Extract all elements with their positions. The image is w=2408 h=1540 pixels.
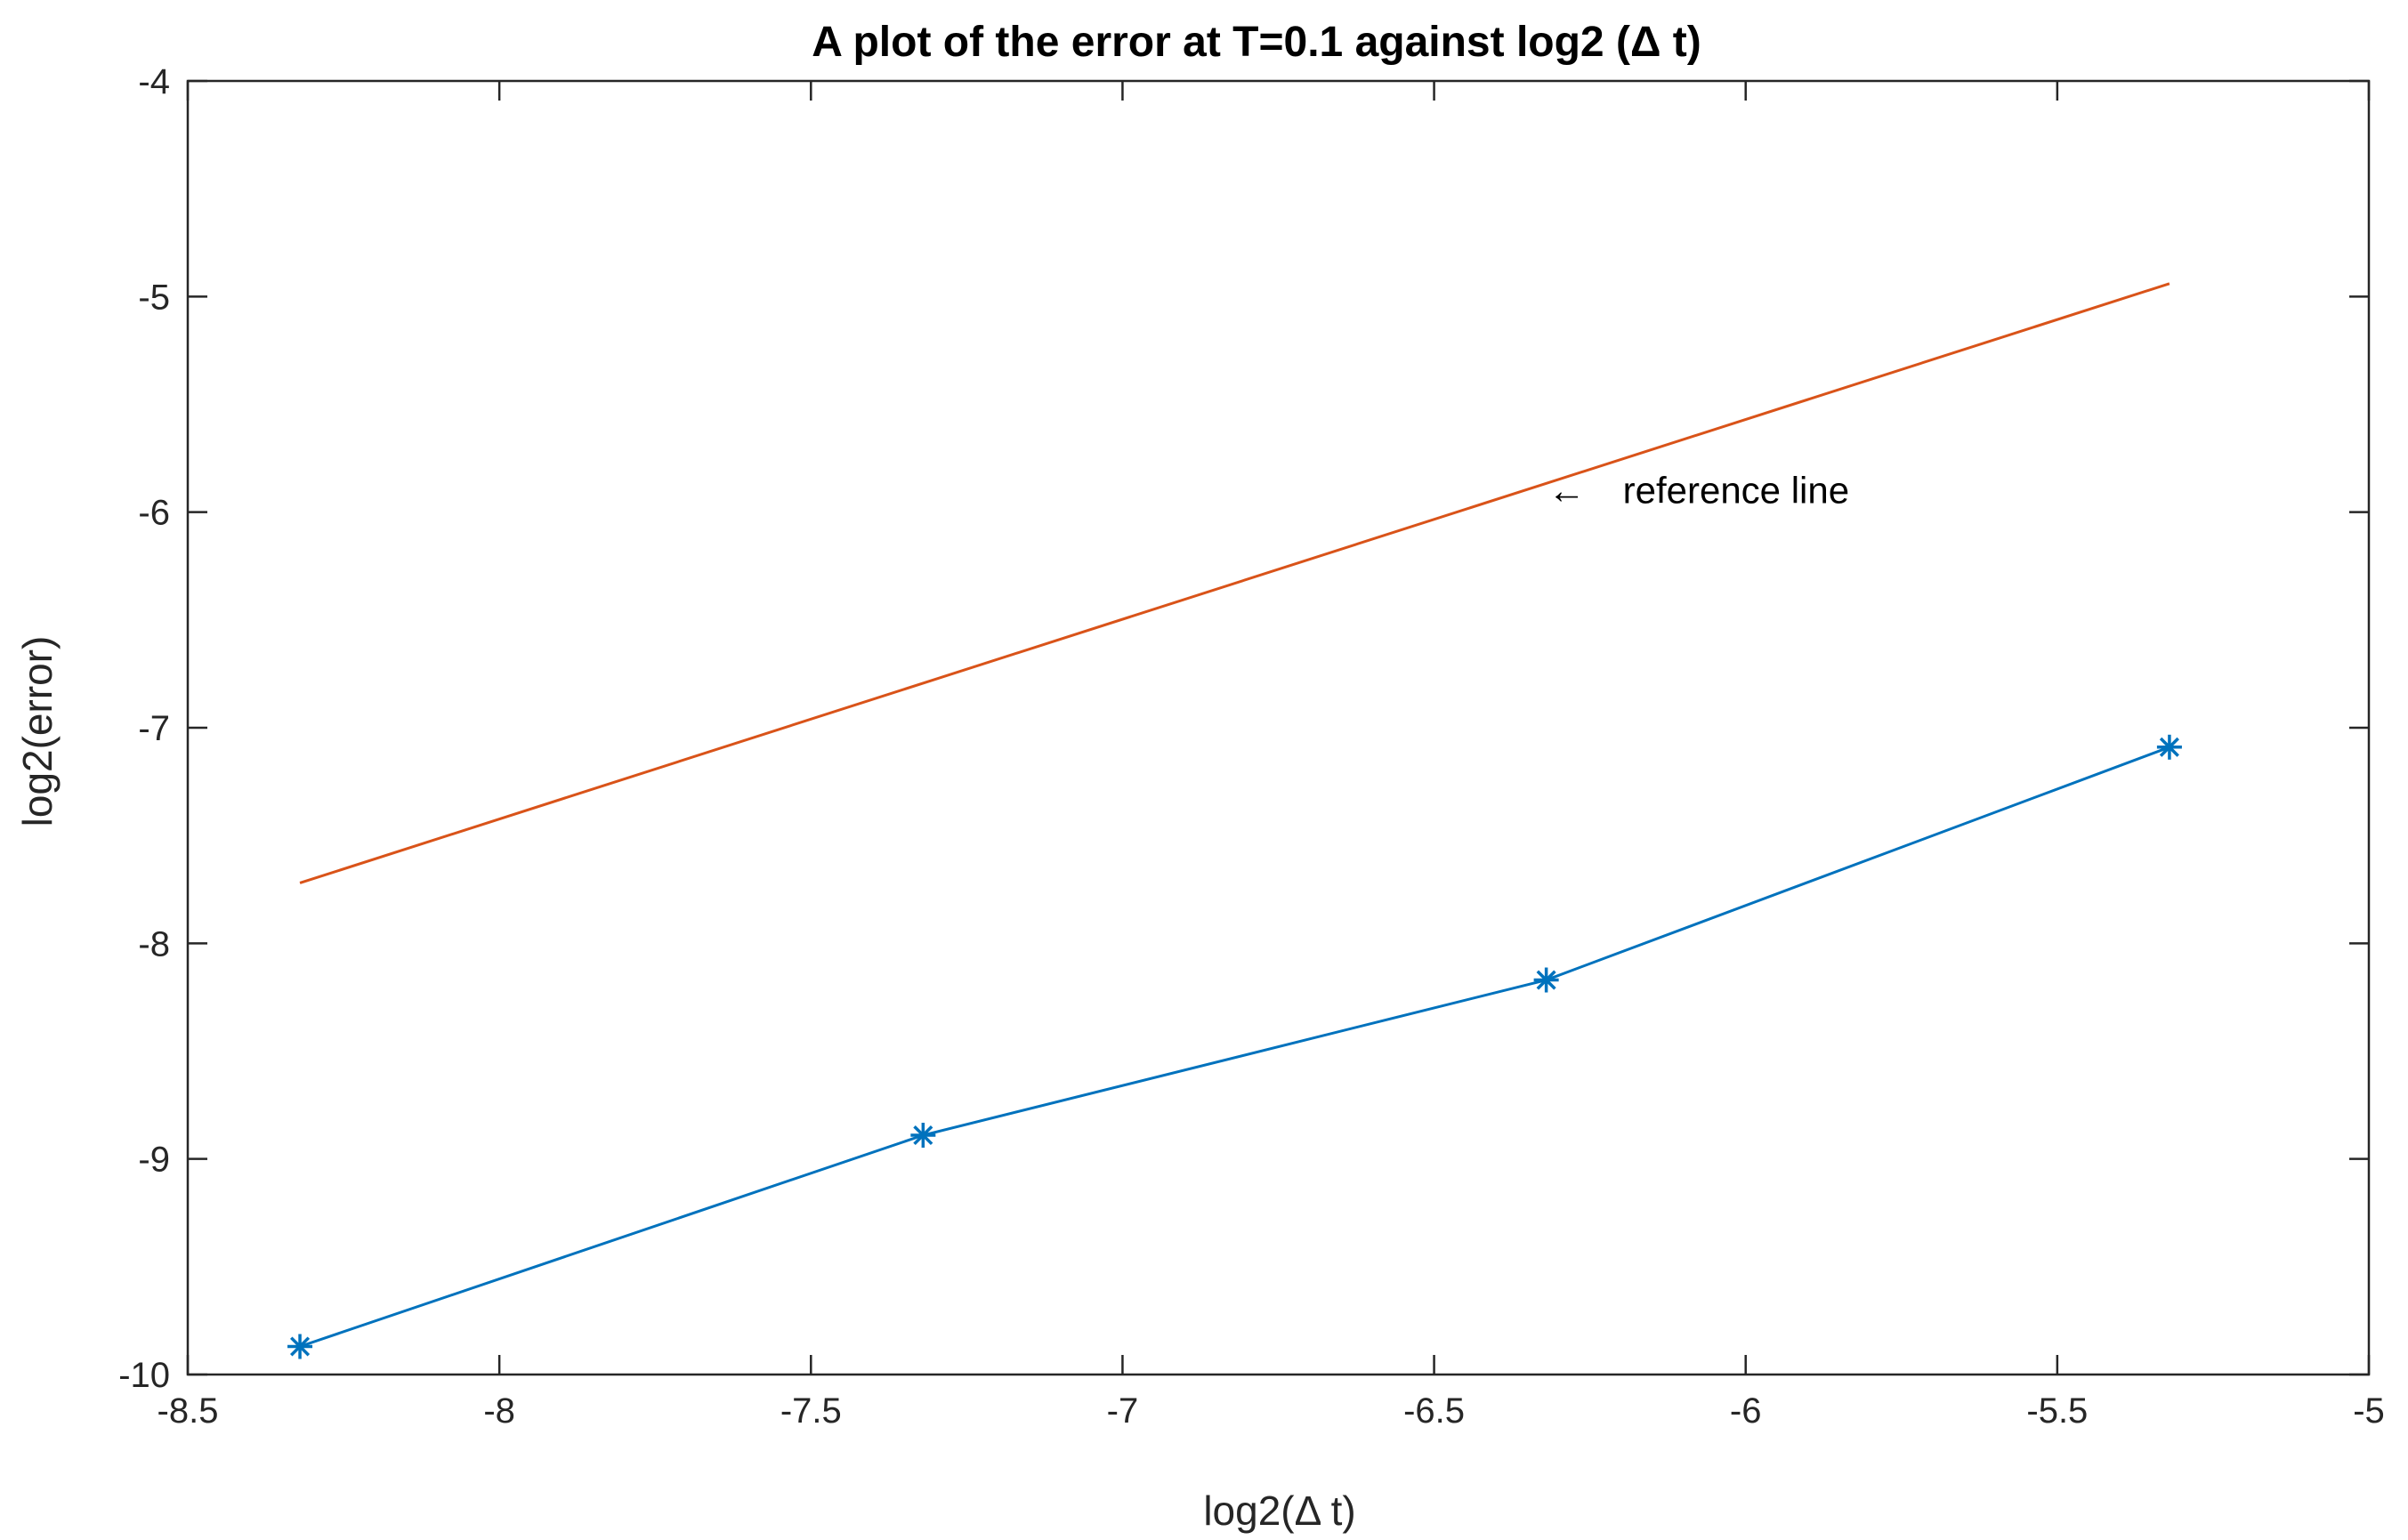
x-tick-label: -6.5 [1403,1391,1465,1431]
y-tick-label: -8 [138,924,170,964]
series-line-2 [299,282,2170,884]
marker-stroke [1536,970,1556,990]
x-tick-label: -8 [483,1391,515,1431]
plot-area: -8.5 -8 -7.5 -7 -6.5 -6 -5.5 -5 -10 -9 -8 -7 -6 -5 -4 ←… [118,62,2385,1431]
marker-stroke [290,1336,311,1357]
y-axis-title: log2(error) [14,636,61,827]
y-tick-label: -4 [138,62,170,101]
y-tick-label: -5 [138,278,170,317]
x-tick-label: -6 [1730,1391,1762,1431]
marker-stroke [913,1125,933,1146]
annotation-text: reference line [1623,469,1849,511]
x-tick-label: -7 [1107,1391,1139,1431]
chart-title: A plot of the error at T=0.1 against log… [812,19,1701,66]
x-tick-label: -5.5 [2026,1391,2088,1431]
y-tick-label: -9 [138,1141,170,1180]
x-tick-label: -8.5 [158,1391,219,1431]
y-tick-label: -10 [118,1356,170,1395]
annotation-arrow: ← [1548,469,1586,511]
x-axis-title: log2(Δ t) [1203,1488,1355,1534]
data-point [2156,734,2182,760]
data-point [1533,967,1559,993]
marker-stroke [2159,737,2179,757]
x-tick-label: -5 [2353,1391,2385,1431]
y-tick-label: -6 [138,494,170,533]
series-line-1 [299,746,2170,1348]
x-tick-label: -7.5 [780,1391,842,1431]
y-tick-label: -7 [138,709,170,748]
data-point [910,1123,936,1149]
data-point [287,1334,313,1359]
